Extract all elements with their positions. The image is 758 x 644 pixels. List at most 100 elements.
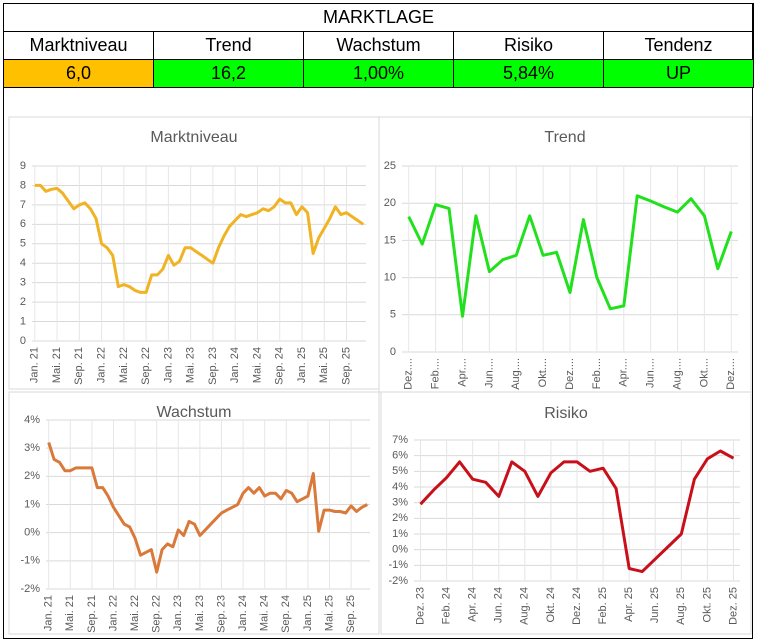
y-tick-label: 15 — [384, 234, 396, 246]
kpi-value: 1,00% — [303, 59, 454, 88]
x-tick-label: Okt.... — [537, 358, 549, 387]
x-tick-label: Mai. 21 — [64, 595, 76, 631]
y-tick-label: 4 — [20, 257, 26, 269]
chart-title: Wachstum — [157, 404, 232, 421]
line-series — [419, 449, 735, 574]
x-tick-label: Okt. 24 — [545, 587, 557, 622]
x-tick-label: Feb. 24 — [441, 587, 453, 624]
x-tick-label: Feb.... — [591, 358, 603, 389]
x-tick-label: Mai. 22 — [118, 347, 130, 383]
line-series — [407, 194, 733, 318]
y-tick-label: 8 — [20, 179, 26, 191]
y-tick-label: 5 — [20, 238, 26, 250]
x-tick-label: Apr.... — [618, 358, 630, 387]
chart-title: Risiko — [544, 405, 588, 422]
x-tick-label: Jan. 24 — [229, 347, 241, 383]
panel — [8, 116, 380, 390]
x-tick-label: Dez. 23 — [414, 587, 426, 625]
x-tick-label: Jan. 21 — [29, 347, 41, 383]
kpi-value: 6,0 — [3, 59, 154, 88]
y-tick-label: 7% — [392, 434, 408, 446]
y-tick-label: -2% — [20, 583, 40, 595]
x-tick-label: Jan. 25 — [296, 347, 308, 383]
x-tick-label: Jan. 23 — [172, 595, 184, 631]
x-tick-label: Sep. 22 — [151, 595, 163, 633]
x-tick-label: Jan. 25 — [302, 595, 314, 631]
y-tick-label: 0 — [390, 346, 396, 358]
y-tick-label: 6% — [392, 450, 408, 462]
x-tick-label: Mai. 25 — [323, 595, 335, 631]
chart-title: Marktniveau — [150, 129, 237, 146]
kpi-value: UP — [603, 59, 754, 88]
y-tick-label: 25 — [384, 160, 396, 172]
x-tick-label: Mai. 24 — [259, 595, 271, 631]
y-tick-label: 1 — [20, 315, 26, 327]
y-tick-label: 1% — [392, 528, 408, 540]
y-tick-label: 1% — [24, 498, 40, 510]
x-tick-label: Sep. 25 — [340, 347, 352, 385]
x-tick-label: Jun.... — [645, 358, 657, 388]
x-tick-label: Jan. 21 — [43, 595, 55, 631]
y-tick-label: -1% — [20, 555, 40, 567]
y-tick-label: 0% — [24, 527, 40, 539]
panel — [380, 391, 752, 635]
x-tick-label: Mai. 21 — [51, 347, 63, 383]
y-tick-label: 10 — [384, 272, 396, 284]
y-tick-label: 3 — [20, 277, 26, 289]
y-tick-label: 2% — [24, 470, 40, 482]
x-tick-label: Mai. 24 — [251, 347, 263, 383]
y-tick-label: -2% — [388, 575, 408, 587]
x-tick-label: Jun. 24 — [493, 587, 505, 623]
x-tick-label: Sep. 21 — [86, 595, 98, 633]
x-tick-label: Mai. 25 — [318, 347, 330, 383]
x-tick-label: Sep. 24 — [280, 595, 292, 633]
x-tick-label: Jan. 23 — [162, 347, 174, 383]
y-tick-label: -1% — [388, 559, 408, 571]
x-tick-label: Jun. 25 — [649, 587, 661, 623]
y-tick-label: 9 — [20, 160, 26, 172]
x-tick-label: Dez.... — [564, 358, 576, 390]
y-tick-label: 2 — [20, 296, 26, 308]
x-tick-label: Apr. 25 — [623, 587, 635, 622]
chart-title: Trend — [544, 129, 585, 146]
x-tick-label: Sep. 25 — [345, 595, 357, 633]
x-tick-label: Apr. 24 — [467, 587, 479, 622]
kpi-value: 5,84% — [453, 59, 604, 88]
x-tick-label: Jan. 22 — [107, 595, 119, 631]
x-tick-label: Mai. 23 — [185, 347, 197, 383]
x-tick-label: Dez. 25 — [727, 587, 739, 625]
panel — [378, 116, 752, 393]
x-tick-label: Jan. 24 — [237, 595, 249, 631]
y-tick-label: 7 — [20, 199, 26, 211]
x-tick-label: Aug.... — [671, 358, 683, 390]
x-tick-label: Sep. 24 — [274, 347, 286, 385]
x-tick-label: Dez.... — [725, 358, 737, 390]
y-tick-label: 4% — [392, 481, 408, 493]
line-series — [34, 183, 365, 294]
x-tick-label: Mai. 23 — [194, 595, 206, 631]
x-tick-label: Feb. 25 — [597, 587, 609, 624]
x-tick-label: Okt. 25 — [701, 587, 713, 622]
y-tick-label: 6 — [20, 218, 26, 230]
x-tick-label: Mai. 22 — [129, 595, 141, 631]
kpi-table: MARKTLAGE Marktniveau Trend Wachstum Risiko… — [3, 3, 754, 88]
y-tick-label: 0% — [392, 544, 408, 556]
line-series — [47, 442, 368, 574]
x-tick-label: Okt.... — [698, 358, 710, 387]
x-tick-label: Aug.... — [510, 358, 522, 390]
x-tick-label: Dez. 24 — [571, 587, 583, 625]
x-tick-label: Sep. 23 — [207, 347, 219, 385]
x-tick-label: Sep. 22 — [140, 347, 152, 385]
x-tick-label: Feb.... — [430, 358, 442, 389]
x-tick-label: Jan. 22 — [95, 347, 107, 383]
y-tick-label: 3% — [24, 442, 40, 454]
x-tick-label: Sep. 23 — [215, 595, 227, 633]
y-tick-label: 0 — [20, 335, 26, 347]
y-tick-label: 5% — [392, 465, 408, 477]
y-tick-label: 5 — [390, 309, 396, 321]
x-tick-label: Dez.... — [403, 358, 415, 390]
y-tick-label: 3% — [392, 497, 408, 509]
kpi-value: 16,2 — [153, 59, 304, 88]
